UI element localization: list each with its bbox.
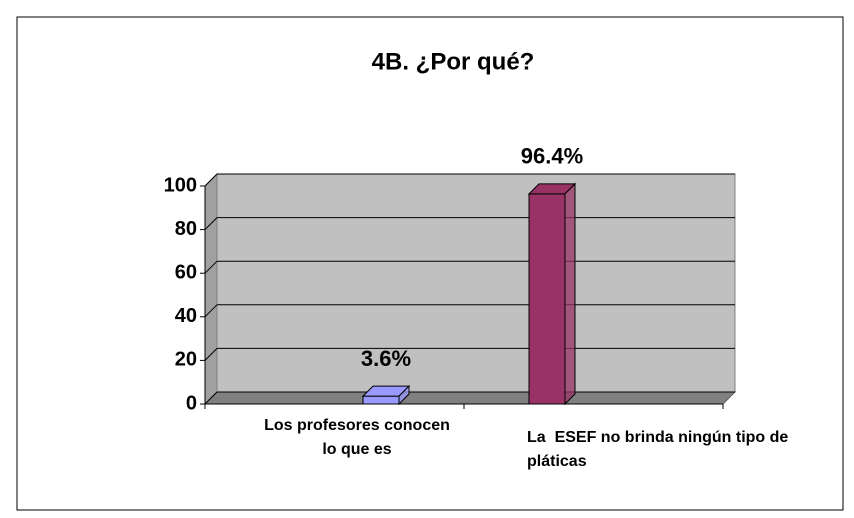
x-tick-label: Los profesores conocen lo que es [264,417,450,458]
chart-title: 4B. ¿Por qué? [372,48,535,75]
grid-line [204,217,218,230]
grid-line [204,260,218,274]
y-tick-label: 0 [186,392,197,414]
grid-line [204,173,218,187]
bar-side [564,182,576,406]
y-tick-label: 20 [175,349,197,371]
grid-line [204,304,218,318]
y-tick-label: 40 [175,305,197,327]
grid-line [204,391,218,405]
floor [203,391,737,405]
back-wall [216,173,736,393]
grid-line [204,348,218,361]
data-label: 96.4% [521,144,583,169]
y-tick-label: 60 [175,261,197,283]
data-label: 3.6% [361,346,411,371]
bar [528,193,566,405]
side-wall [204,172,218,406]
bar-side [398,384,410,406]
y-tick-label: 100 [164,174,197,196]
bar [362,395,400,405]
y-tick-label: 80 [175,218,197,240]
x-tick-label: La ESEF no brinda ningún tipo de plática… [527,429,793,470]
